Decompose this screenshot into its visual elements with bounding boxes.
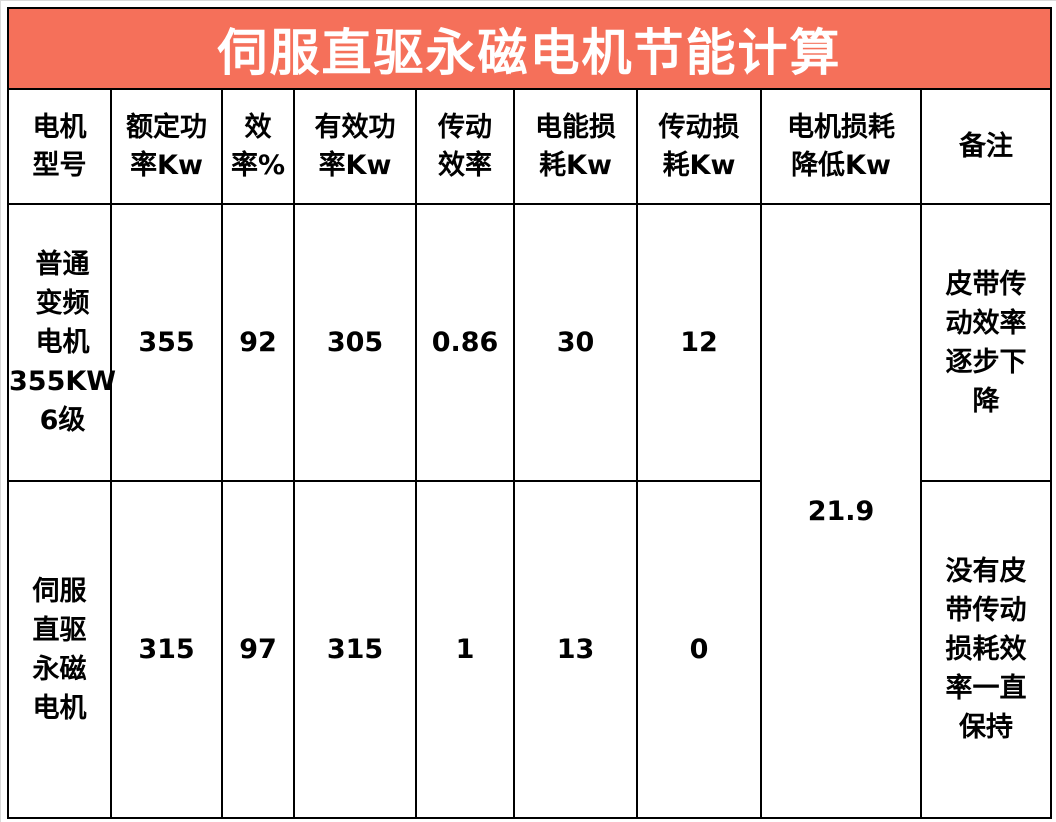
table-row: 伺服 直驱 永磁 电机 315 97 315 1 13 0 没有皮 带传动 损耗… [7, 480, 1053, 819]
cell-transmission-efficiency[interactable]: 0.86 [415, 203, 515, 482]
cell-efficiency[interactable]: 92 [221, 203, 295, 482]
cell-model[interactable]: 普通 变频 电机 355KW 6级 [7, 203, 116, 482]
header-note[interactable]: 备注 [919, 88, 1053, 205]
header-model[interactable]: 电机 型号 [7, 88, 112, 205]
header-efficiency[interactable]: 效 率% [221, 88, 295, 205]
cell-note[interactable]: 没有皮 带传动 损耗效 率一直 保持 [919, 480, 1053, 819]
cell-energy-loss[interactable]: 30 [513, 203, 638, 482]
table-title[interactable]: 伺服直驱永磁电机节能计算 [6, 7, 1053, 90]
header-row: 电机 型号 额定功 率Kw 效 率% 有效功 率Kw 传动 效率 电能损 耗Kw… [7, 88, 1053, 205]
cell-transmission-loss[interactable]: 12 [636, 203, 762, 482]
header-transmission-loss[interactable]: 传动损 耗Kw [636, 88, 762, 205]
cell-loss-reduction[interactable]: 21.9 [760, 203, 922, 819]
cell-energy-loss[interactable]: 13 [513, 480, 638, 819]
header-loss-reduction[interactable]: 电机损耗 降低Kw [760, 88, 922, 205]
header-transmission-efficiency[interactable]: 传动 效率 [415, 88, 515, 205]
cell-rated-power[interactable]: 315 [110, 480, 223, 819]
header-effective-power[interactable]: 有效功 率Kw [293, 88, 417, 205]
cell-efficiency[interactable]: 97 [221, 480, 295, 819]
header-rated-power[interactable]: 额定功 率Kw [110, 88, 223, 205]
cell-transmission-loss[interactable]: 0 [636, 480, 762, 819]
cell-note[interactable]: 皮带传 动效率 逐步下 降 [919, 203, 1053, 482]
energy-saving-table: 伺服直驱永磁电机节能计算 电机 型号 额定功 率Kw 效 率% 有效功 率Kw … [6, 7, 1053, 819]
cell-effective-power[interactable]: 305 [293, 203, 417, 482]
header-energy-loss[interactable]: 电能损 耗Kw [513, 88, 638, 205]
cell-effective-power[interactable]: 315 [293, 480, 417, 819]
cell-rated-power[interactable]: 355 [110, 203, 223, 482]
cell-transmission-efficiency[interactable]: 1 [415, 480, 515, 819]
cell-model[interactable]: 伺服 直驱 永磁 电机 [7, 480, 112, 819]
table-row: 普通 变频 电机 355KW 6级 355 92 305 0.86 30 12 … [7, 203, 1053, 819]
